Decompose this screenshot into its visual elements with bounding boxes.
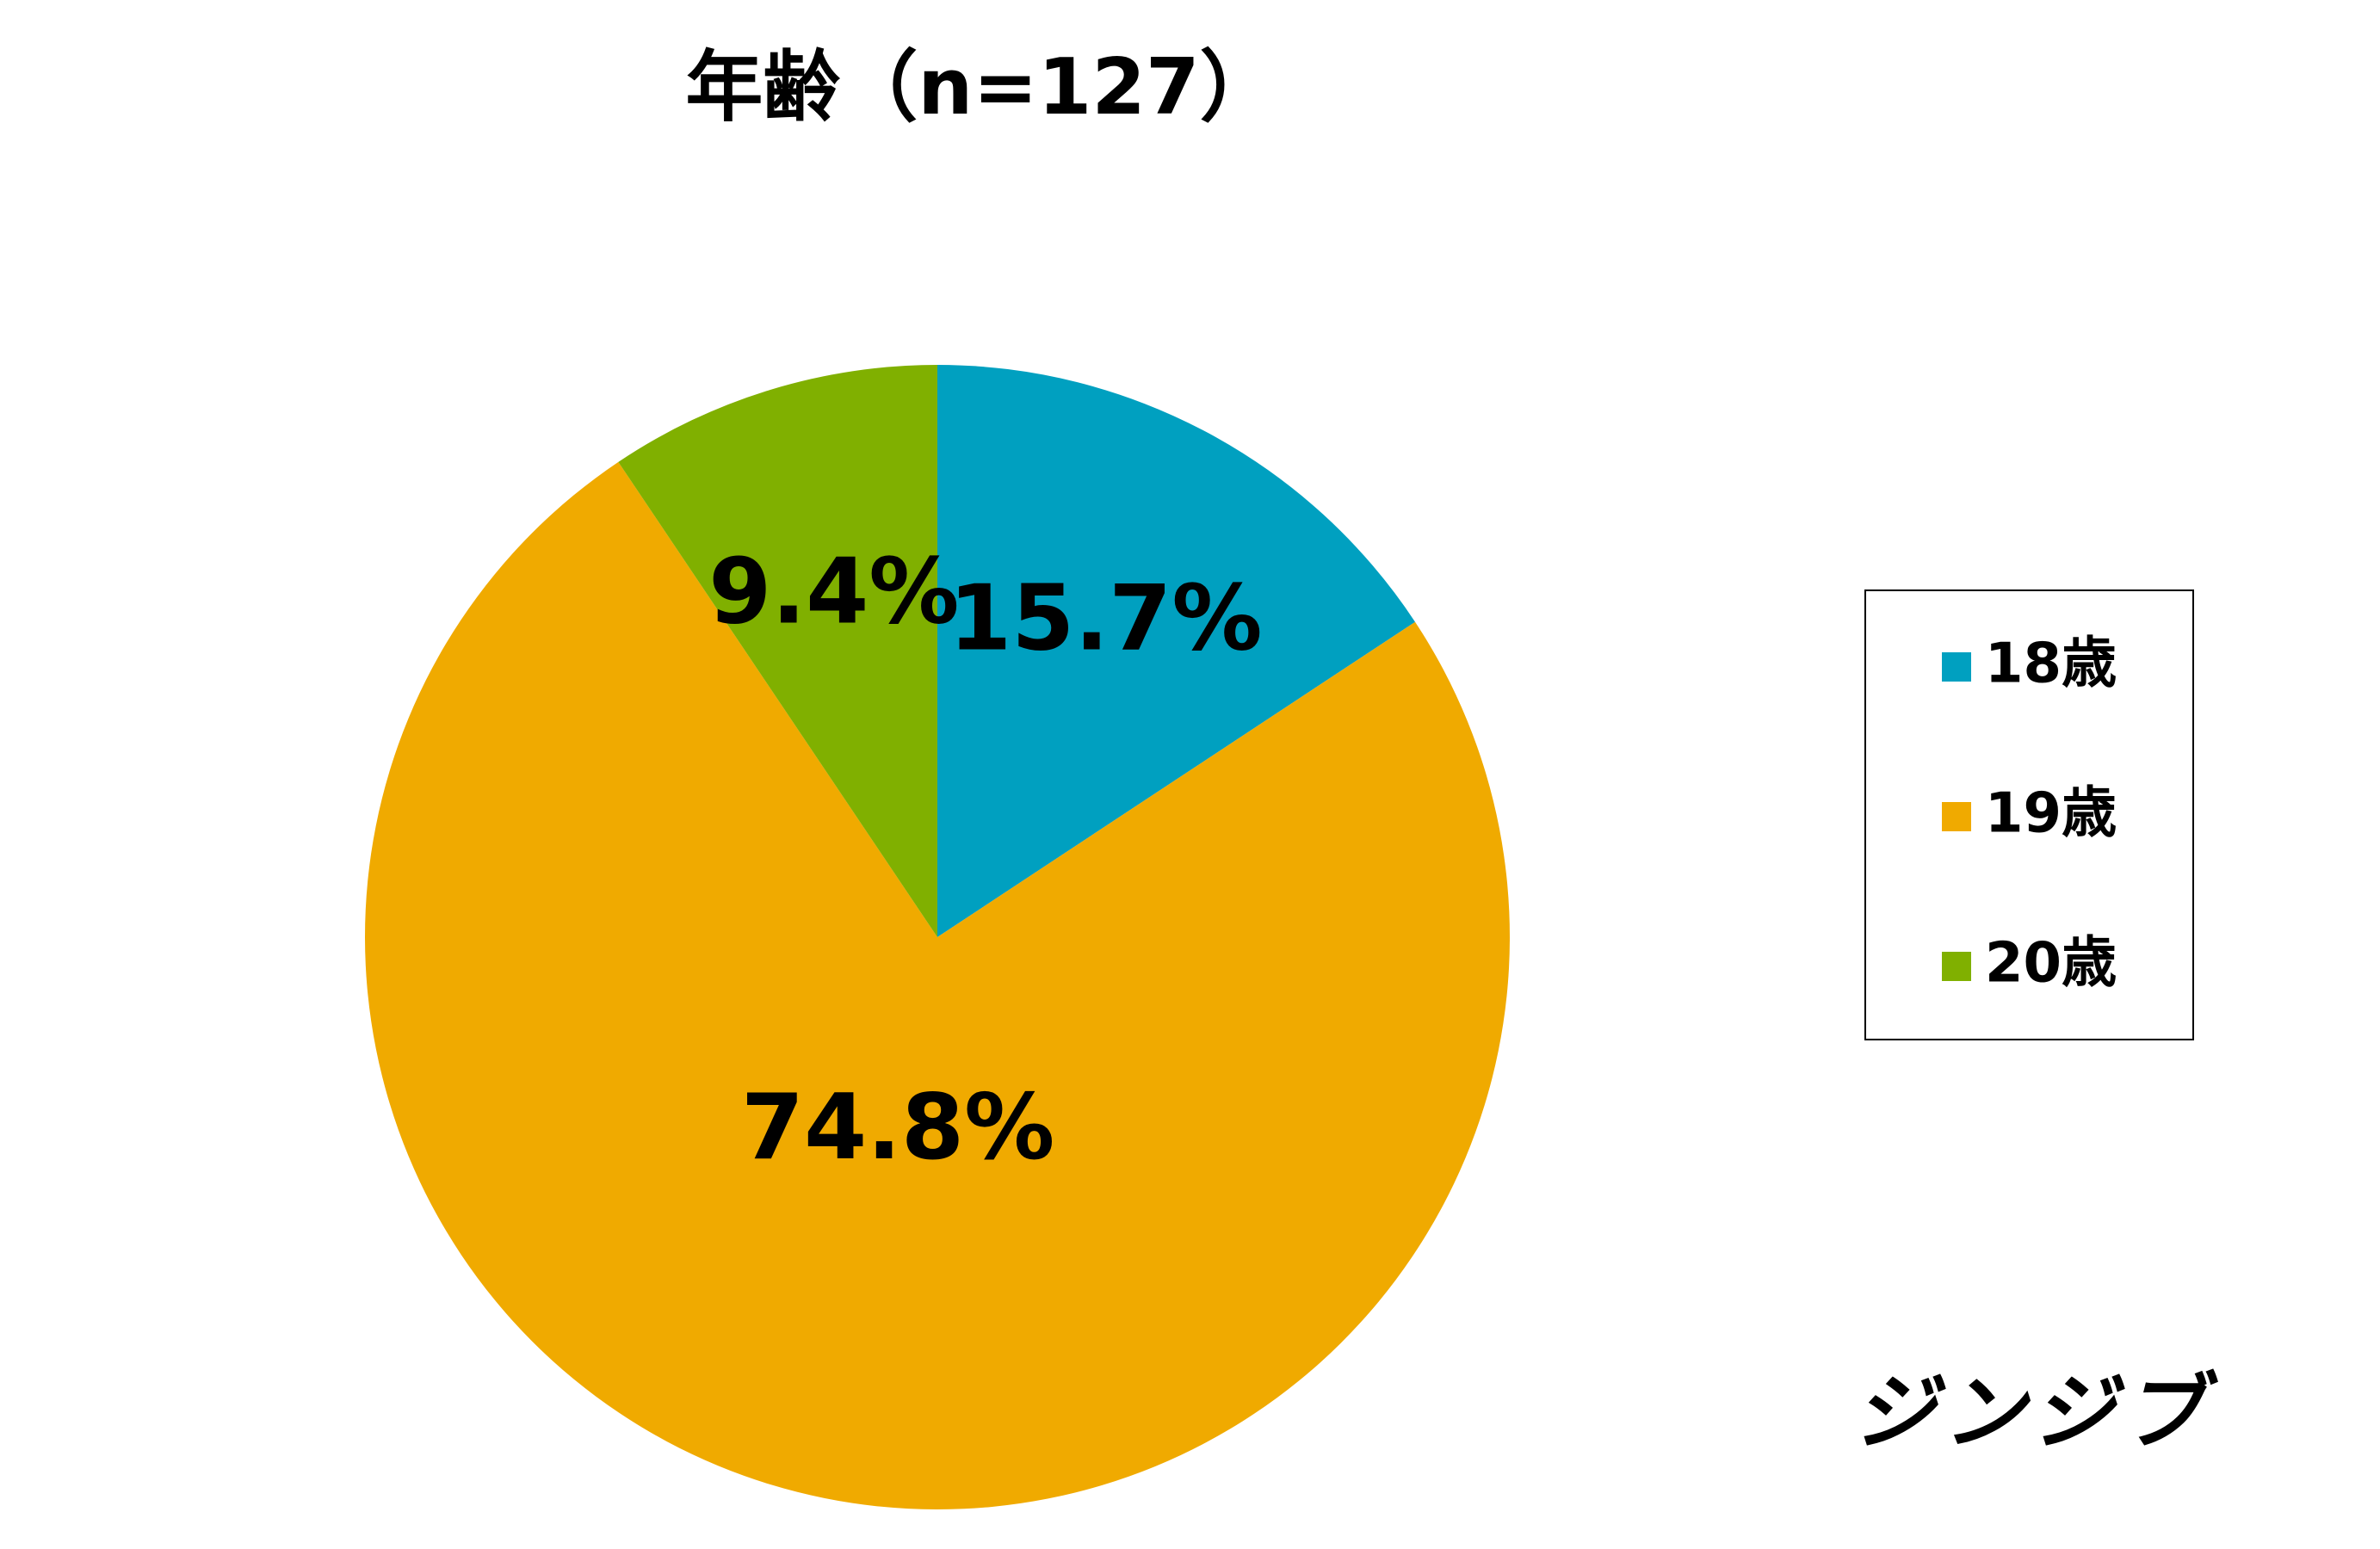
pie-slice (937, 365, 1416, 937)
legend-swatch (1942, 652, 1971, 682)
legend-label: 18歳 (1985, 633, 2117, 696)
logo: ジンジブ (1853, 1364, 2218, 1460)
legend-box (1864, 589, 2194, 1040)
legend-label: 20歳 (1985, 932, 2117, 996)
data-label: 9.4% (708, 539, 959, 644)
legend-swatch (1942, 802, 1971, 831)
chart-title: 年齢（n=127） (685, 42, 1277, 133)
legend-swatch (1942, 952, 1971, 981)
data-label: 15.7% (949, 566, 1262, 671)
pie-slice (365, 461, 1511, 1509)
data-label: 74.8% (741, 1075, 1054, 1180)
pie-slice (618, 365, 937, 937)
legend-label: 19歳 (1985, 782, 2117, 846)
